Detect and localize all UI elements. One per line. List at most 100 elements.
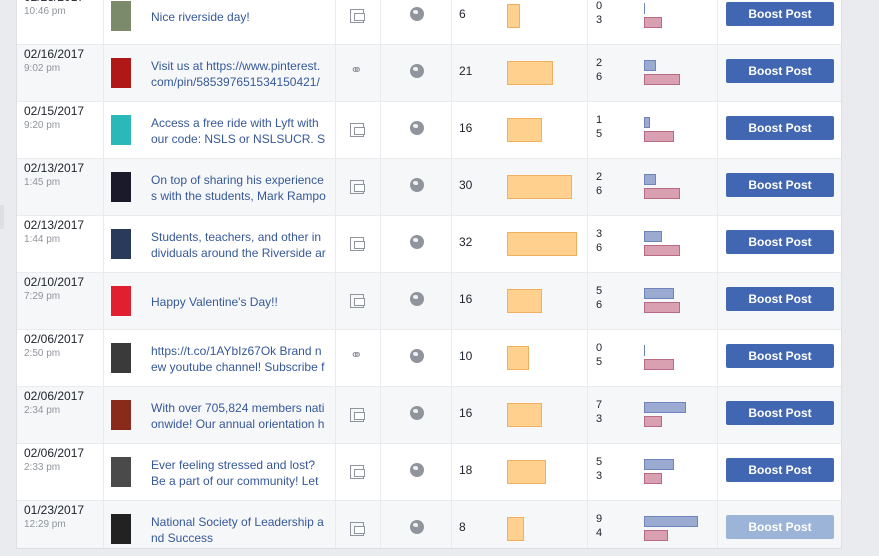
post-thumbnail[interactable] bbox=[111, 172, 131, 202]
scroll-tab bbox=[0, 205, 4, 229]
post-clicks-count: 9 bbox=[596, 513, 603, 525]
column-divider bbox=[587, 0, 588, 548]
post-text-line-2: s with the students, Mark Rampo bbox=[151, 189, 326, 203]
globe-icon bbox=[410, 406, 424, 420]
globe-icon bbox=[410, 349, 424, 363]
post-time: 1:44 pm bbox=[24, 234, 61, 245]
post-date-cell: 02/16/2017 9:02 pm bbox=[24, 47, 84, 103]
post-text-link[interactable]: Ever feeling stressed and lost? Be a part… bbox=[151, 457, 327, 489]
post-clicks-count: 5 bbox=[596, 456, 603, 468]
post-time: 9:20 pm bbox=[24, 120, 61, 131]
album-icon bbox=[350, 123, 365, 137]
table-row: 02/13/2017 1:45 pm On top of sharing his e… bbox=[17, 159, 841, 216]
post-text-line-2: our code: NSLS or NSLSUCR. S bbox=[151, 132, 326, 146]
reach-count: 8 bbox=[459, 520, 466, 534]
post-text-link[interactable]: https://t.co/1AYbIz67Ok Brand n ew youtub… bbox=[151, 343, 327, 375]
boost-post-button[interactable]: Boost Post bbox=[726, 116, 834, 140]
globe-icon bbox=[410, 292, 424, 306]
boost-post-button[interactable]: Boost Post bbox=[726, 515, 834, 539]
link-icon: ⚭ bbox=[350, 62, 363, 79]
reach-bar bbox=[507, 517, 524, 541]
boost-post-button[interactable]: Boost Post bbox=[726, 173, 834, 197]
album-icon bbox=[350, 180, 365, 194]
post-thumbnail[interactable] bbox=[111, 400, 131, 430]
post-text-link[interactable]: Nice riverside day! bbox=[151, 9, 327, 25]
post-text-line-2: com/pin/585397651534150421/ bbox=[151, 75, 320, 89]
reactions-bar bbox=[644, 416, 662, 427]
reactions-count: 5 bbox=[596, 356, 603, 368]
post-clicks-count: 1 bbox=[596, 114, 603, 126]
post-clicks-bar bbox=[644, 60, 656, 71]
post-thumbnail[interactable] bbox=[111, 58, 131, 88]
post-clicks-count: 2 bbox=[596, 171, 603, 183]
post-clicks-bar bbox=[644, 288, 674, 299]
post-thumbnail[interactable] bbox=[111, 514, 131, 544]
reach-count: 16 bbox=[459, 292, 473, 306]
post-text-link[interactable]: National Society of Leadership a nd Succe… bbox=[151, 514, 327, 546]
post-text-link[interactable]: With over 705,824 members nati onwide! Ou… bbox=[151, 400, 327, 432]
post-time: 2:34 pm bbox=[24, 405, 61, 416]
reach-bar bbox=[507, 403, 542, 427]
post-text-link[interactable]: Happy Valentine's Day!! bbox=[151, 294, 327, 310]
post-thumbnail[interactable] bbox=[111, 457, 131, 487]
reactions-bar bbox=[644, 188, 680, 199]
post-thumbnail[interactable] bbox=[111, 343, 131, 373]
post-date: 02/13/2017 bbox=[24, 218, 85, 232]
post-text-link[interactable]: On top of sharing his experience s with t… bbox=[151, 172, 327, 204]
album-icon bbox=[350, 408, 365, 422]
reactions-count: 6 bbox=[596, 242, 603, 254]
boost-post-button[interactable]: Boost Post bbox=[726, 59, 834, 83]
globe-icon bbox=[410, 64, 424, 78]
post-clicks-count: 7 bbox=[596, 399, 603, 411]
post-thumbnail[interactable] bbox=[111, 229, 131, 259]
reach-count: 30 bbox=[459, 178, 473, 192]
reactions-bar bbox=[644, 17, 662, 28]
post-thumbnail[interactable] bbox=[111, 286, 131, 316]
reactions-count: 4 bbox=[596, 527, 603, 539]
post-clicks-bar bbox=[644, 402, 686, 413]
globe-icon bbox=[410, 463, 424, 477]
boost-post-button[interactable]: Boost Post bbox=[726, 401, 834, 425]
boost-post-button[interactable]: Boost Post bbox=[726, 230, 834, 254]
globe-icon bbox=[410, 520, 424, 534]
reach-bar bbox=[507, 175, 572, 199]
post-text-link[interactable]: Visit us at https://www.pinterest. com/pi… bbox=[151, 58, 327, 90]
post-text-line-1: Access a free ride with Lyft with bbox=[151, 116, 319, 130]
boost-post-button[interactable]: Boost Post bbox=[726, 2, 834, 26]
post-date-cell: 02/13/2017 1:45 pm bbox=[24, 161, 84, 217]
reactions-bar bbox=[644, 473, 662, 484]
post-text-line-2: onwide! Our annual orientation h bbox=[151, 417, 325, 431]
post-thumbnail[interactable] bbox=[111, 115, 131, 145]
reach-bar bbox=[507, 61, 553, 85]
reactions-count: 3 bbox=[596, 413, 603, 425]
post-clicks-count: 3 bbox=[596, 228, 603, 240]
reactions-bar bbox=[644, 302, 680, 313]
link-icon: ⚭ bbox=[350, 347, 363, 364]
post-clicks-bar bbox=[644, 174, 656, 185]
post-time: 12:29 pm bbox=[24, 519, 66, 530]
reach-bar bbox=[507, 232, 577, 256]
table-row: 02/06/2017 2:34 pm With over 705,824 membe… bbox=[17, 387, 841, 444]
reactions-count: 5 bbox=[596, 128, 603, 140]
reactions-count: 3 bbox=[596, 14, 603, 26]
post-date-cell: 02/10/2017 7:29 pm bbox=[24, 275, 84, 331]
reactions-bar bbox=[644, 245, 680, 256]
boost-post-button[interactable]: Boost Post bbox=[726, 287, 834, 311]
post-text-link[interactable]: Access a free ride with Lyft with our cod… bbox=[151, 115, 327, 147]
boost-post-button[interactable]: Boost Post bbox=[726, 344, 834, 368]
reactions-bar bbox=[644, 74, 680, 85]
column-divider bbox=[451, 0, 452, 548]
post-date: 01/23/2017 bbox=[24, 503, 85, 517]
boost-post-button[interactable]: Boost Post bbox=[726, 458, 834, 482]
post-text-link[interactable]: Students, teachers, and other in dividual… bbox=[151, 229, 327, 261]
reach-bar bbox=[507, 460, 546, 484]
post-thumbnail[interactable] bbox=[111, 1, 131, 31]
reach-count: 10 bbox=[459, 349, 473, 363]
album-icon bbox=[350, 522, 365, 536]
